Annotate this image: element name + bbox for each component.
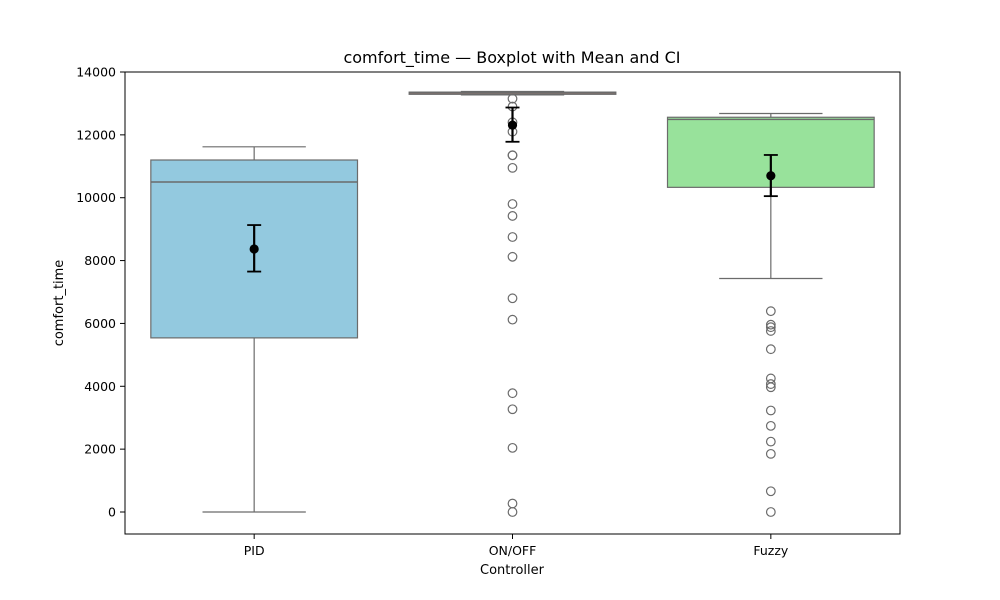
- mean-point-on-off: [507, 120, 518, 130]
- outlier-point-on-off: [507, 314, 518, 325]
- outlier-point-fuzzy: [765, 486, 776, 497]
- outlier-point-fuzzy: [765, 322, 776, 333]
- x-tick-label: PID: [244, 543, 265, 558]
- chart-title: comfort_time — Boxplot with Mean and CI: [343, 48, 680, 68]
- outlier-point-fuzzy: [765, 379, 776, 389]
- outlier-point-on-off: [507, 293, 518, 304]
- outlier-point-fuzzy: [765, 344, 776, 355]
- y-tick-label: 10000: [76, 190, 116, 205]
- y-tick-label: 0: [108, 505, 116, 520]
- outlier-point-on-off: [507, 498, 518, 509]
- outlier-point-fuzzy: [765, 436, 776, 447]
- outlier-point-fuzzy: [765, 448, 776, 459]
- outlier-point-on-off: [507, 150, 518, 161]
- outlier-point-fuzzy: [765, 382, 776, 393]
- mean-point-pid: [249, 244, 259, 254]
- outlier-point-fuzzy: [765, 420, 776, 431]
- mean-point-fuzzy: [766, 171, 776, 181]
- y-axis-label: comfort_time: [52, 260, 67, 347]
- outlier-point-fuzzy: [765, 405, 776, 416]
- outlier-point-on-off: [507, 232, 518, 242]
- y-tick-label: 14000: [76, 65, 116, 80]
- outlier-point-fuzzy: [765, 507, 776, 517]
- axes: 0 2000 4000 6000 8000 10000 12000 14000 PID ON/OF…: [76, 65, 789, 559]
- outlier-point-fuzzy: [765, 306, 776, 317]
- y-tick-label: 12000: [76, 127, 116, 142]
- outlier-point-on-off: [507, 251, 518, 262]
- plot-area: [150, 90, 875, 517]
- outlier-point-fuzzy: [765, 326, 776, 336]
- outlier-point-on-off: [507, 162, 518, 173]
- outlier-point-on-off: [507, 507, 518, 517]
- outlier-point-on-off: [507, 93, 518, 104]
- x-tick-label: Fuzzy: [753, 543, 789, 558]
- y-tick-label: 4000: [84, 379, 116, 394]
- y-tick-label: 6000: [84, 316, 116, 331]
- y-tick-label: 2000: [84, 442, 116, 457]
- outlier-point-on-off: [507, 442, 518, 453]
- x-axis-label: Controller: [480, 563, 545, 578]
- x-tick-label: ON/OFF: [489, 543, 537, 558]
- outlier-point-on-off: [507, 388, 518, 399]
- outlier-point-on-off: [507, 211, 518, 221]
- y-tick-label: 8000: [84, 253, 116, 268]
- outlier-point-on-off: [507, 199, 518, 209]
- outlier-point-fuzzy: [765, 319, 776, 330]
- outlier-point-on-off: [507, 404, 518, 415]
